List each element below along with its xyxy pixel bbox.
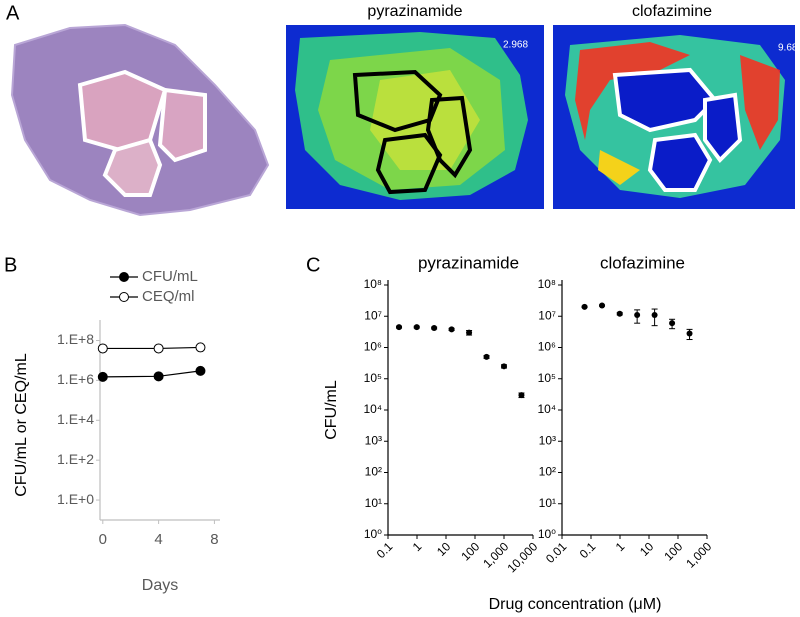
legend-marker xyxy=(119,292,129,302)
point xyxy=(686,330,693,337)
point xyxy=(466,329,473,336)
point xyxy=(195,342,206,353)
y-tick-label: 10⁶ xyxy=(538,340,556,354)
panel-label: B xyxy=(4,254,17,276)
x-tick-label: 100 xyxy=(458,539,482,563)
x-tick-label: 10 xyxy=(434,539,454,559)
y-tick-label: 10⁶ xyxy=(364,340,382,354)
x-tick-label: 4 xyxy=(154,531,162,548)
point xyxy=(153,343,164,354)
x-tick-label: 0.1 xyxy=(577,539,599,561)
point xyxy=(195,365,206,376)
y-tick-label: 10² xyxy=(539,465,556,479)
image-title: clofazimine xyxy=(632,3,712,20)
point xyxy=(616,310,623,317)
y-tick-label: 1.E+8 xyxy=(57,331,94,347)
drug-map: 2.968 pyrazinamide xyxy=(286,3,544,209)
x-tick-label: 1,000 xyxy=(683,539,714,570)
scale-label: 9.68 xyxy=(778,43,798,54)
point xyxy=(396,324,403,331)
y-tick-label: 1.E+6 xyxy=(57,371,94,387)
drug-map: 9.68 clofazimine xyxy=(553,3,798,209)
histology-image xyxy=(10,23,270,217)
y-tick-label: 10⁷ xyxy=(538,308,556,322)
x-tick-label: 10,000 xyxy=(505,539,541,575)
point xyxy=(97,343,108,354)
scale-label: 2.968 xyxy=(503,40,528,51)
y-tick-label: 10⁸ xyxy=(538,277,556,291)
y-tick-label: 10⁸ xyxy=(364,277,382,291)
x-tick-label: 100 xyxy=(661,539,685,563)
y-tick-label: 10⁵ xyxy=(538,371,556,385)
x-tick-label: 1 xyxy=(410,539,425,554)
y-tick-label: 10⁴ xyxy=(537,402,556,416)
y-tick-label: 10⁷ xyxy=(364,308,382,322)
legend-label: CFU/mL xyxy=(142,268,198,285)
series-line xyxy=(102,346,201,350)
image-title: pyrazinamide xyxy=(367,3,462,20)
x-tick-label: 0 xyxy=(99,531,107,548)
x-tick-label: 1 xyxy=(613,539,628,554)
chart-title: clofazimine xyxy=(600,253,685,272)
point xyxy=(448,326,455,333)
legend-marker xyxy=(119,272,129,282)
x-axis-title: Drug concentration (μM) xyxy=(489,596,662,613)
x-axis-title: Days xyxy=(142,577,178,594)
point xyxy=(413,324,420,331)
x-tick-label: 10 xyxy=(637,539,657,559)
y-tick-label: 10⁰ xyxy=(364,527,382,541)
y-axis-title: CFU/mL or CEQ/mL xyxy=(13,353,30,497)
x-tick-label: 0.01 xyxy=(543,539,570,566)
y-tick-label: 10² xyxy=(365,465,382,479)
point xyxy=(599,302,606,309)
point xyxy=(431,325,438,332)
series-line xyxy=(102,370,201,378)
point xyxy=(501,363,507,370)
y-axis-title: CFU/mL xyxy=(323,380,340,440)
y-tick-label: 10¹ xyxy=(539,496,556,510)
point xyxy=(97,371,108,382)
y-tick-label: 10⁴ xyxy=(363,402,382,416)
y-tick-label: 10³ xyxy=(365,433,382,447)
y-tick-label: 10⁵ xyxy=(364,371,382,385)
point xyxy=(634,311,641,318)
y-tick-label: 10³ xyxy=(539,433,556,447)
point xyxy=(483,353,490,360)
legend-label: CEQ/ml xyxy=(142,288,195,305)
y-tick-label: 10⁰ xyxy=(538,527,556,541)
point xyxy=(581,303,588,310)
point xyxy=(669,320,676,327)
y-tick-label: 1.E+4 xyxy=(57,411,94,427)
chart-title: pyrazinamide xyxy=(418,253,519,272)
panel-label: A xyxy=(6,2,20,24)
point xyxy=(651,311,658,318)
point xyxy=(153,371,164,382)
y-tick-label: 1.E+2 xyxy=(57,451,94,467)
y-tick-label: 10¹ xyxy=(365,496,382,510)
y-tick-label: 1.E+0 xyxy=(57,491,94,507)
point xyxy=(518,392,525,399)
x-tick-label: 8 xyxy=(210,531,218,548)
x-tick-label: 0.1 xyxy=(374,539,396,561)
panel-label: C xyxy=(306,254,320,276)
